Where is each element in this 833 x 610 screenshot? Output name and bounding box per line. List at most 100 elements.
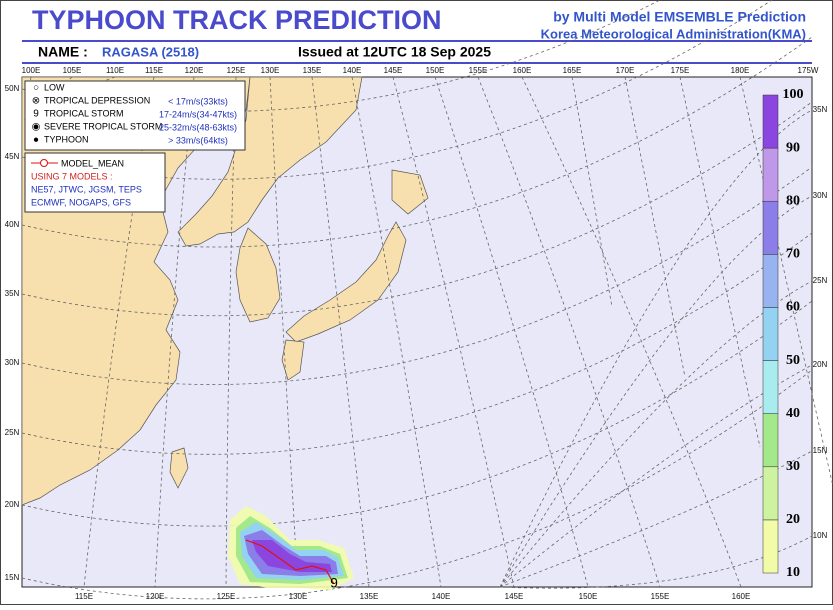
colorbar-label: 70	[786, 247, 800, 262]
mean-track	[245, 539, 335, 585]
graticule	[499, 535, 813, 589]
legend-symbol: ○	[33, 83, 39, 94]
colorbar-label: 50	[786, 353, 800, 368]
graticule	[21, 369, 813, 600]
credit: Korea Meteorological Administration(KMA)	[541, 26, 806, 41]
prob-band	[252, 540, 332, 572]
models-list: ECMWF, NOGAPS, GFS	[31, 197, 131, 207]
lat-label: 10N	[813, 531, 828, 540]
land-north	[177, 76, 363, 247]
lon-label: 130E	[289, 592, 308, 601]
colorbar-label: 30	[786, 459, 800, 474]
land-hokkaido	[391, 169, 429, 215]
model-mean-label: MODEL_MEAN	[61, 158, 124, 168]
lon-label: 150E	[579, 592, 598, 601]
colorbar-label: 90	[786, 140, 800, 155]
graticule	[21, 36, 813, 248]
graticule	[21, 300, 813, 527]
graticule	[521, 76, 742, 588]
lat-label: 15N	[5, 573, 20, 582]
lon-label: 165E	[563, 66, 582, 75]
credit: by Multi Model EMSEMBLE Prediction	[553, 9, 806, 25]
graticule	[571, 76, 613, 308]
legend-label: LOW	[44, 82, 65, 92]
name-label: NAME :	[38, 44, 88, 60]
lon-label: 120E	[146, 592, 165, 601]
colorbar-segment	[762, 94, 779, 149]
land-kyushu	[281, 339, 305, 381]
lon-label: 160E	[732, 592, 751, 601]
lon-label: 135E	[360, 592, 379, 601]
colorbar-label: 10	[786, 565, 800, 580]
colorbar-label: 60	[786, 300, 800, 315]
legend-label: TROPICAL DEPRESSION	[44, 95, 150, 105]
legend-symbol: ●	[33, 135, 39, 146]
lon-label: 110E	[106, 66, 124, 75]
graticule	[225, 76, 237, 588]
graticule	[21, 101, 813, 317]
mean-legend-marker	[40, 159, 48, 167]
legend-label: SEVERE TROPICAL STORM	[44, 121, 162, 131]
colorbar-segment	[762, 519, 779, 574]
lat-label: 20N	[813, 360, 828, 369]
models-count: USING 7 MODELS :	[31, 171, 113, 181]
lon-label: 170E	[616, 66, 635, 75]
storm-name: RAGASA (2518)	[102, 44, 199, 59]
colorbar-segment	[762, 413, 779, 468]
legend-symbol: 9	[33, 109, 39, 120]
lon-label: 135E	[303, 66, 322, 75]
lat-label: 40N	[5, 220, 20, 229]
lon-label: 140E	[343, 66, 362, 75]
legend-box	[24, 80, 246, 151]
legend-label: TROPICAL STORM	[44, 108, 124, 118]
graticule	[392, 76, 515, 588]
lon-label: 100E	[22, 66, 41, 75]
lon-label: 145E	[505, 592, 524, 601]
legend-symbol: ◉	[32, 122, 41, 133]
lon-label: 140E	[432, 592, 451, 601]
colorbar-segment	[762, 466, 779, 521]
colorbar-label: 20	[786, 512, 800, 527]
colorbar-segment	[762, 147, 779, 202]
legend-symbol: ⊗	[32, 96, 40, 107]
graticule	[499, 195, 813, 588]
graticule	[351, 76, 442, 588]
lon-label: 160E	[513, 66, 532, 75]
lat-label: 25N	[5, 428, 20, 437]
models-list: NE57, JTWC, JGSM, TEPS	[31, 184, 142, 194]
colorbar-label: 40	[786, 406, 800, 421]
legend-label: TYPHOON	[44, 134, 89, 144]
lon-label: 130E	[261, 66, 280, 75]
lon-label: 105E	[63, 66, 82, 75]
lon-label: 125E	[227, 66, 246, 75]
graticule	[499, 450, 813, 588]
graticule	[21, 232, 813, 455]
graticule	[154, 76, 195, 588]
lat-label: 50N	[5, 84, 20, 93]
graticule	[499, 109, 813, 588]
land-taiwan	[169, 447, 189, 489]
legend-range: < 17m/s(33kts)	[168, 96, 228, 106]
colorbar-segment	[762, 200, 779, 255]
colorbar-segment	[762, 360, 779, 414]
title: TYPHOON TRACK PREDICTION	[32, 5, 442, 35]
legend-range: > 33m/s(64kts)	[168, 135, 228, 145]
lat-label: 15N	[813, 446, 828, 455]
lon-label: 175E	[671, 66, 690, 75]
lat-label: 35N	[5, 289, 20, 298]
lat-label: 25N	[813, 276, 828, 285]
lon-label: 115E	[145, 66, 163, 75]
lon-label: 120E	[185, 66, 204, 75]
lon-label: 150E	[426, 66, 445, 75]
legend-range: 25-32m/s(48-63kts)	[159, 122, 237, 132]
graticule	[21, 166, 813, 385]
storm-symbol: 9	[330, 575, 338, 591]
lon-label: 115E	[75, 592, 93, 601]
issued: Issued at 12UTC 18 Sep 2025	[298, 44, 491, 60]
colorbar-label: 80	[786, 193, 800, 208]
lon-label: 180E	[731, 66, 750, 75]
lon-label: 155E	[469, 66, 488, 75]
lat-label: 35N	[813, 105, 828, 114]
colorbar-segment	[762, 307, 779, 361]
